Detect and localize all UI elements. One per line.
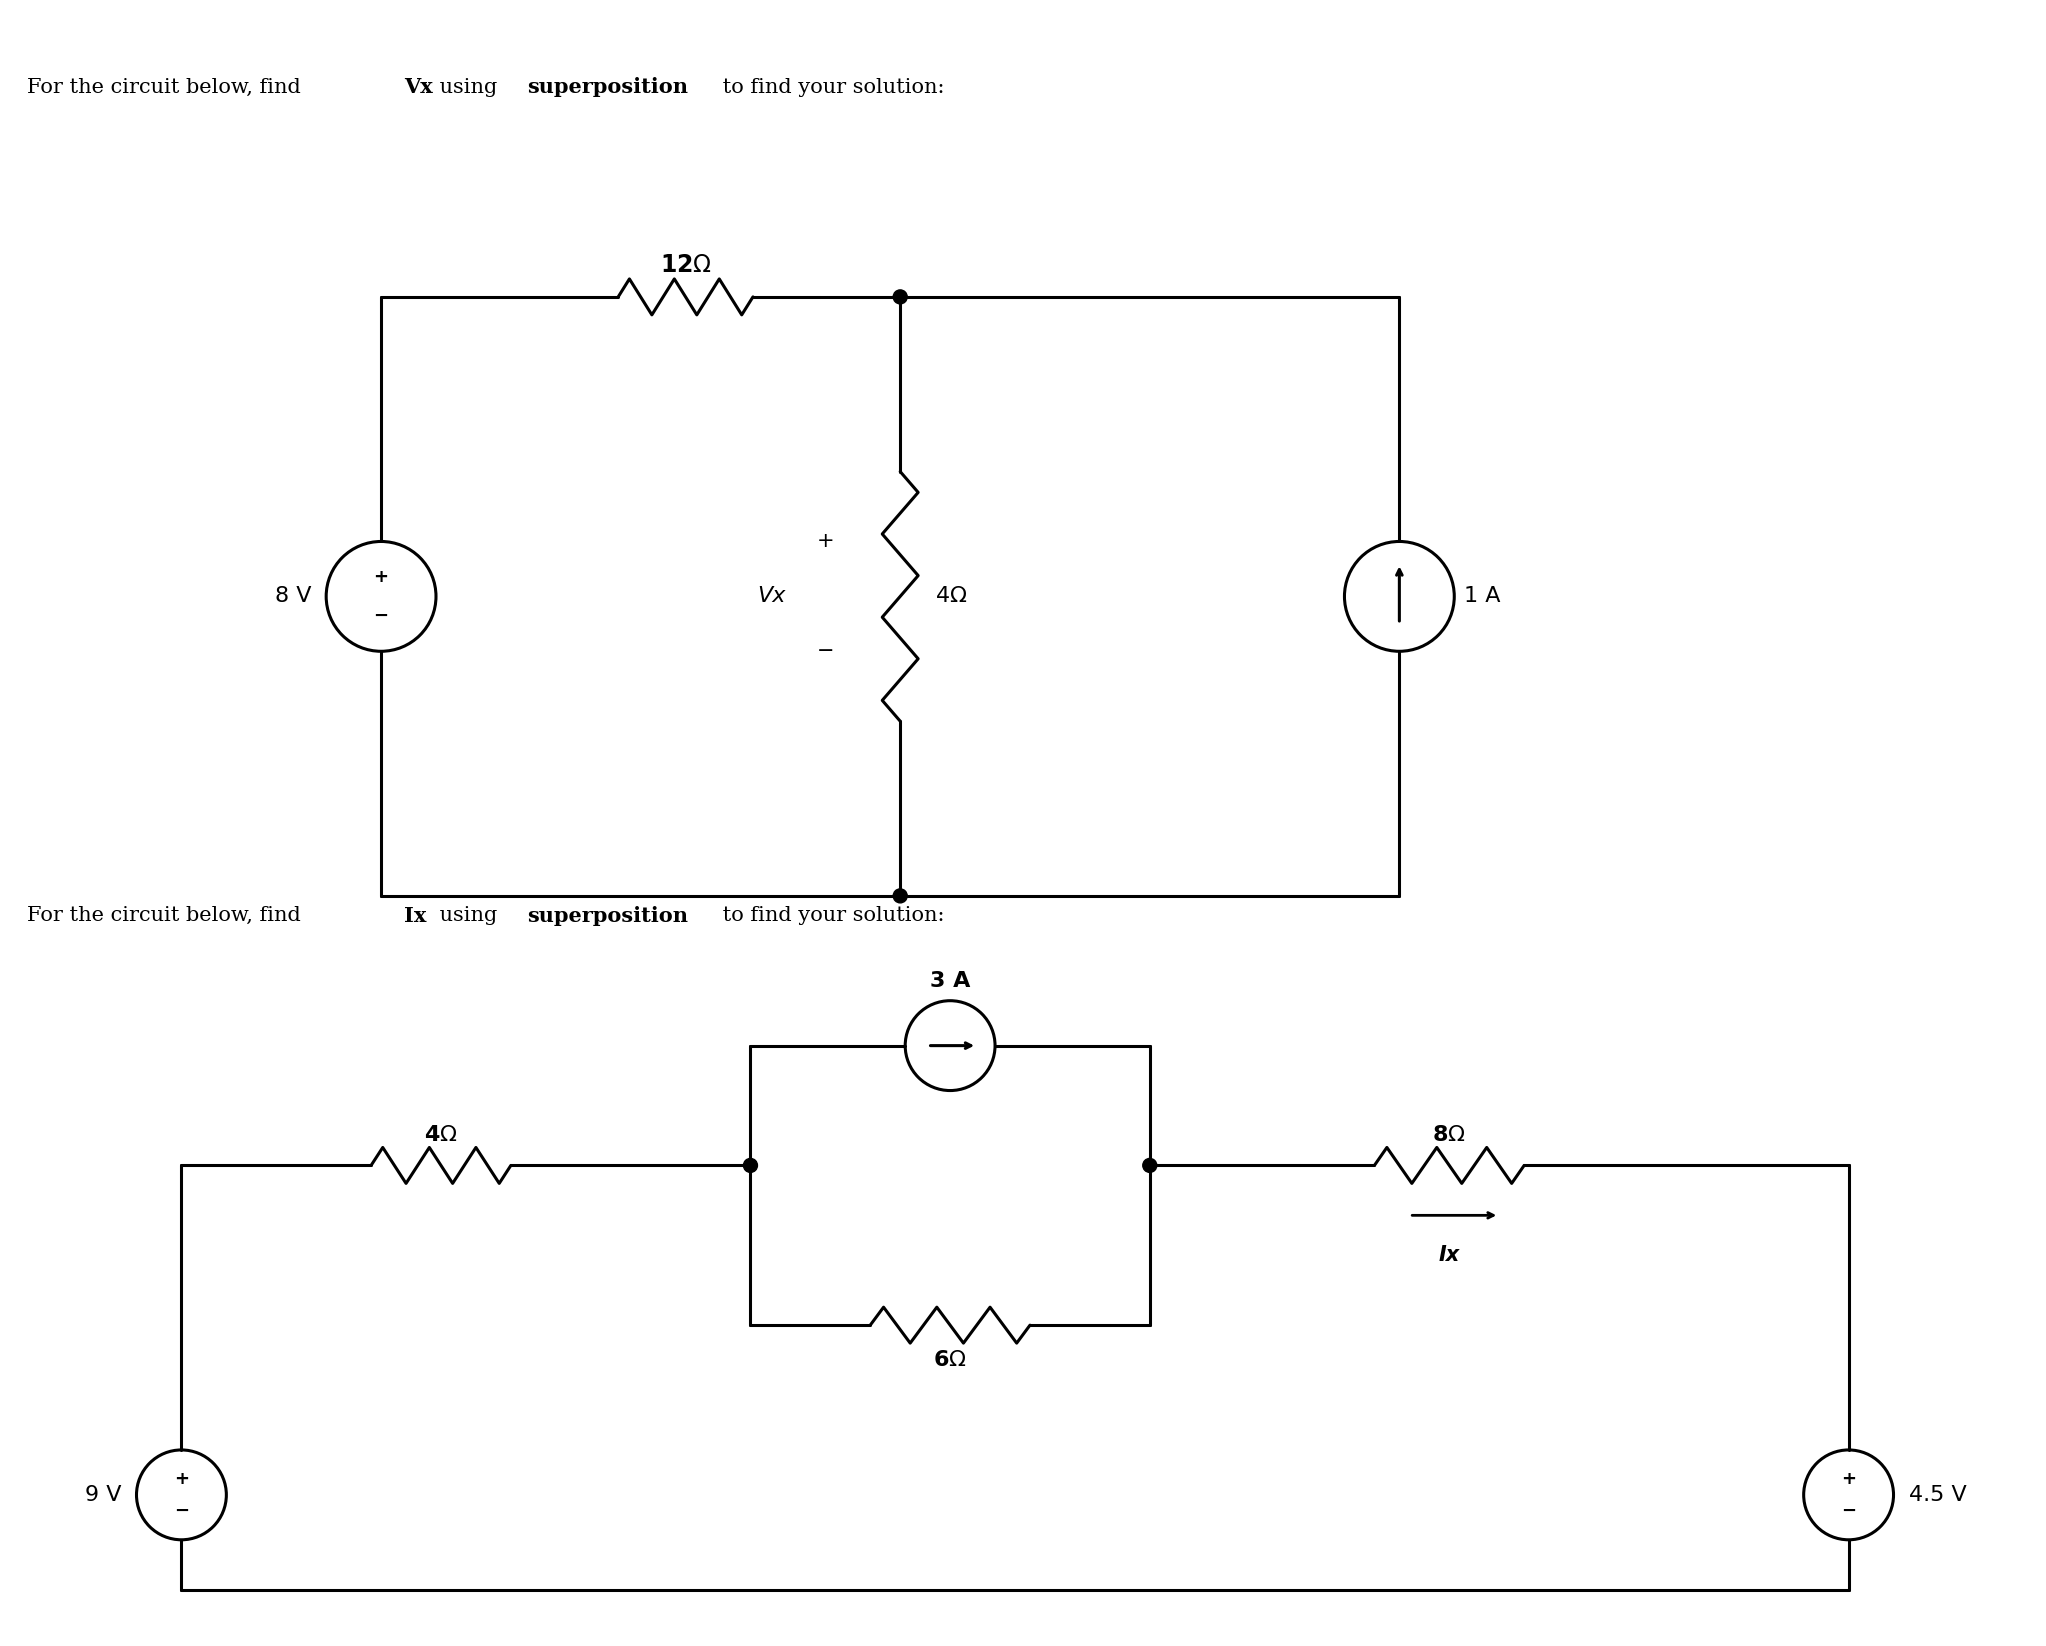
Text: −: − [816, 642, 835, 662]
Text: Ix: Ix [403, 905, 426, 925]
Text: using: using [434, 907, 503, 925]
Circle shape [894, 290, 906, 305]
Text: Ix: Ix [1438, 1246, 1461, 1266]
Text: −: − [174, 1501, 188, 1519]
Text: +: + [816, 532, 835, 551]
Text: Vx: Vx [403, 77, 434, 97]
Text: 9 V: 9 V [86, 1485, 121, 1504]
Text: superposition: superposition [528, 905, 687, 925]
Text: 3 A: 3 A [931, 971, 970, 991]
Text: −: − [1841, 1501, 1856, 1519]
Text: For the circuit below, find: For the circuit below, find [27, 907, 307, 925]
Circle shape [894, 889, 906, 904]
Text: +: + [374, 568, 389, 586]
Text: +: + [1841, 1470, 1856, 1488]
Text: 4.5 V: 4.5 V [1909, 1485, 1966, 1504]
Circle shape [1144, 1159, 1156, 1172]
Text: +: + [174, 1470, 188, 1488]
Text: Vx: Vx [757, 586, 786, 606]
Circle shape [743, 1159, 757, 1172]
Text: 8$\Omega$: 8$\Omega$ [1432, 1126, 1467, 1146]
Text: 4$\Omega$: 4$\Omega$ [424, 1126, 458, 1146]
Text: to find your solution:: to find your solution: [716, 907, 943, 925]
Text: superposition: superposition [528, 77, 687, 97]
Text: −: − [374, 607, 389, 624]
Text: using: using [434, 77, 503, 97]
Text: to find your solution:: to find your solution: [716, 77, 943, 97]
Text: 1 A: 1 A [1465, 586, 1502, 606]
Text: For the circuit below, find: For the circuit below, find [27, 77, 307, 97]
Text: 12$\Omega$: 12$\Omega$ [659, 253, 712, 277]
Text: 8 V: 8 V [274, 586, 311, 606]
Text: 6$\Omega$: 6$\Omega$ [933, 1350, 968, 1369]
Text: 4$\Omega$: 4$\Omega$ [935, 586, 968, 606]
